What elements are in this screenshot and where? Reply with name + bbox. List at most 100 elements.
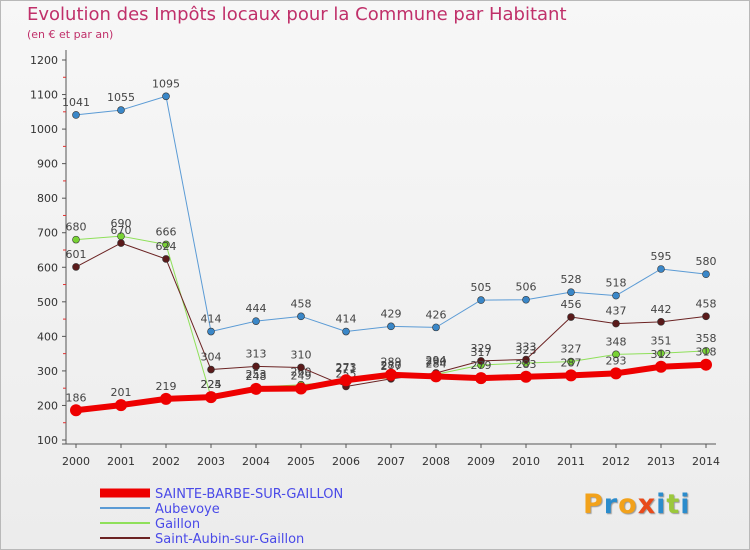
legend-label: SAINTE-BARBE-SUR-GAILLON <box>155 487 343 502</box>
data-point <box>207 365 215 374</box>
data-label: 310 <box>291 348 312 361</box>
data-point <box>477 296 485 304</box>
data-label: 219 <box>156 380 177 393</box>
data-label: 284 <box>426 357 447 370</box>
data-point <box>162 255 170 263</box>
data-label: 442 <box>651 303 672 316</box>
data-label: 595 <box>651 250 672 263</box>
data-label: 313 <box>246 347 267 360</box>
data-label: 351 <box>651 334 672 347</box>
data-point <box>252 362 260 371</box>
data-label: 279 <box>471 359 492 372</box>
data-point <box>522 355 530 364</box>
y-tick-label: 800 <box>37 192 58 205</box>
data-label: 458 <box>291 297 312 310</box>
legend-label: Gaillon <box>155 517 200 532</box>
data-point <box>72 235 80 244</box>
x-tick-label: 2010 <box>512 455 540 468</box>
data-label: 624 <box>156 240 177 253</box>
legend-label: Aubevoye <box>155 502 220 517</box>
data-label: 601 <box>66 248 87 261</box>
data-point <box>700 358 712 371</box>
data-label: 458 <box>696 297 717 310</box>
x-tick-label: 2005 <box>287 455 315 468</box>
y-tick-label: 900 <box>37 158 58 171</box>
x-tick-label: 2006 <box>332 455 360 468</box>
data-label: 290 <box>426 355 447 368</box>
data-point <box>297 363 305 372</box>
data-label: 426 <box>426 308 447 321</box>
data-label: 271 <box>336 362 357 375</box>
x-tick-label: 2002 <box>152 455 180 468</box>
data-point <box>297 312 305 321</box>
y-tick-label: 700 <box>37 227 58 240</box>
data-point <box>702 312 710 321</box>
y-tick-label: 200 <box>37 399 58 412</box>
data-label: 283 <box>516 358 537 371</box>
data-label: 333 <box>516 341 537 354</box>
data-label: 518 <box>606 277 627 290</box>
data-point <box>567 288 575 296</box>
data-label: 293 <box>606 354 627 367</box>
data-label: 317 <box>471 346 492 359</box>
data-label: 680 <box>66 221 87 234</box>
data-label: 506 <box>516 281 537 294</box>
data-label: 312 <box>651 348 672 361</box>
data-point <box>295 382 307 395</box>
proxiti-logo: Proxiti <box>583 489 691 520</box>
y-tick-label: 500 <box>37 296 58 309</box>
data-point <box>342 327 350 336</box>
y-tick-label: 100 <box>37 434 58 447</box>
logo-letter: i <box>680 489 691 520</box>
data-point <box>657 349 665 358</box>
data-label: 358 <box>696 332 717 345</box>
data-point <box>340 374 352 387</box>
data-label: 580 <box>696 255 717 268</box>
y-tick-label: 1100 <box>30 89 58 102</box>
x-tick-label: 2013 <box>647 455 675 468</box>
data-label: 287 <box>561 356 582 369</box>
data-point <box>72 111 80 119</box>
data-point <box>117 106 125 114</box>
series-line-0 <box>75 95 707 333</box>
data-label: 186 <box>66 391 87 404</box>
data-point <box>430 370 442 383</box>
data-label: 1055 <box>107 91 135 104</box>
data-point <box>657 318 665 326</box>
x-tick-label: 2004 <box>242 455 270 468</box>
data-label: 348 <box>606 335 627 348</box>
data-label: 280 <box>381 359 402 372</box>
data-point <box>162 240 170 249</box>
y-tick-label: 600 <box>37 261 58 274</box>
data-point <box>115 399 127 412</box>
data-point <box>385 368 397 381</box>
data-point <box>520 370 532 383</box>
data-label: 253 <box>246 368 267 381</box>
chart-title: Evolution des Impôts locaux pour la Comm… <box>27 4 567 25</box>
data-label: 248 <box>246 370 267 383</box>
y-tick-label: 1200 <box>30 54 58 67</box>
x-tick-label: 2011 <box>557 455 585 468</box>
data-point <box>252 317 260 325</box>
data-label: 260 <box>291 366 312 379</box>
x-tick-label: 2007 <box>377 455 405 468</box>
legend-label: Saint-Aubin-sur-Gaillon <box>155 532 304 547</box>
data-point <box>567 313 575 321</box>
data-label: 323 <box>516 344 537 357</box>
x-tick-label: 2000 <box>62 455 90 468</box>
data-point <box>612 319 620 328</box>
x-tick-label: 2014 <box>692 455 720 468</box>
data-point <box>160 392 172 405</box>
data-point <box>250 382 262 395</box>
data-label: 437 <box>606 305 627 318</box>
data-label: 249 <box>291 370 312 383</box>
data-label: 690 <box>111 217 132 230</box>
data-label: 1095 <box>152 77 180 90</box>
data-point <box>522 295 530 304</box>
x-tick-label: 2008 <box>422 455 450 468</box>
data-point <box>655 360 667 373</box>
data-label: 505 <box>471 281 492 294</box>
data-point <box>610 367 622 380</box>
